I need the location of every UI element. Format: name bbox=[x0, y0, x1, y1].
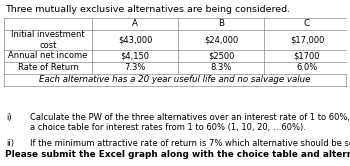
Text: $43,000: $43,000 bbox=[118, 36, 152, 44]
Text: $17,000: $17,000 bbox=[290, 36, 324, 44]
Text: Annual net income: Annual net income bbox=[8, 51, 88, 60]
Text: C: C bbox=[304, 19, 310, 29]
Text: Calculate the PW of the three alternatives over an interest rate of 1 to 60%, co: Calculate the PW of the three alternativ… bbox=[30, 113, 350, 132]
Text: A: A bbox=[132, 19, 138, 29]
Text: 7.3%: 7.3% bbox=[124, 64, 146, 73]
Text: Initial investment
cost: Initial investment cost bbox=[11, 30, 85, 50]
Text: ii): ii) bbox=[6, 139, 14, 148]
Text: $2500: $2500 bbox=[208, 51, 234, 60]
Text: Please submit the Excel graph along with the choice table and alternative chosen: Please submit the Excel graph along with… bbox=[5, 150, 350, 159]
Text: i): i) bbox=[6, 113, 12, 122]
Text: 6.0%: 6.0% bbox=[296, 64, 318, 73]
Text: $24,000: $24,000 bbox=[204, 36, 238, 44]
Text: B: B bbox=[218, 19, 224, 29]
Text: Each alternative has a 20 year useful life and no salvage value: Each alternative has a 20 year useful li… bbox=[39, 76, 311, 84]
Text: If the minimum attractive rate of return is 7% which alternative should be selec: If the minimum attractive rate of return… bbox=[30, 139, 350, 148]
Text: 8.3%: 8.3% bbox=[210, 64, 232, 73]
Text: Three mutually exclusive alternatives are being considered.: Three mutually exclusive alternatives ar… bbox=[5, 5, 290, 14]
Text: Rate of Return: Rate of Return bbox=[18, 64, 78, 73]
Text: $4,150: $4,150 bbox=[120, 51, 149, 60]
Text: $1700: $1700 bbox=[294, 51, 320, 60]
